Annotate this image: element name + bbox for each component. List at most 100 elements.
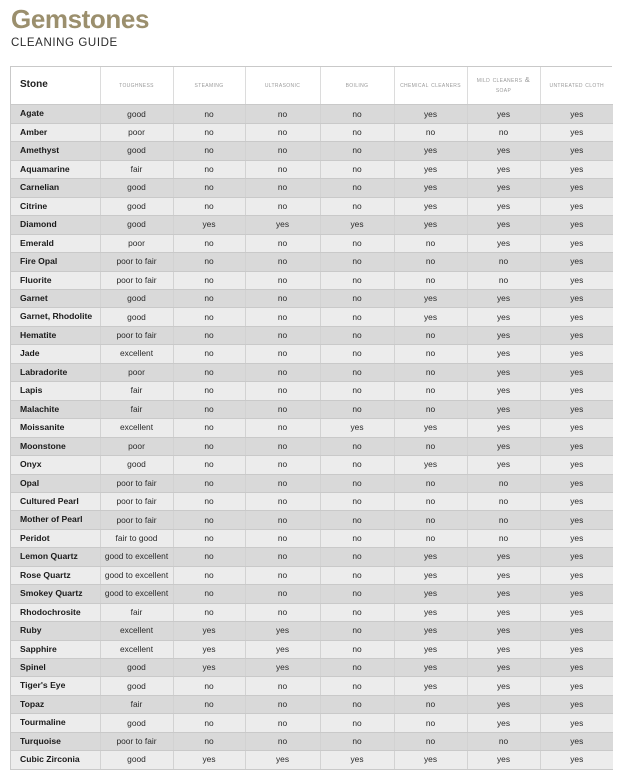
column-header-toughness[interactable]: Toughness <box>100 66 174 106</box>
column-header-boiling[interactable]: Boiling <box>320 66 395 106</box>
stone-name-cell: Lemon Quartz <box>11 547 101 567</box>
table-row: Spinel good yes yes no yes yes yes <box>11 658 613 678</box>
column-header-ultrasonic[interactable]: Ultrasonic <box>245 66 321 106</box>
column-header-steaming[interactable]: Steaming <box>173 66 246 106</box>
cleaning-method-cell: poor to fair <box>100 510 174 530</box>
cleaning-method-cell: yes <box>467 603 541 623</box>
stone-name-cell: Diamond <box>11 215 101 235</box>
column-header-mild-cleaners-soap[interactable]: Mild Cleaners & Soap <box>467 66 541 106</box>
stone-name-cell: Jade <box>11 344 101 364</box>
stone-name-cell: Hematite <box>11 326 101 346</box>
stone-name-cell: Aquamarine <box>11 160 101 180</box>
cleaning-method-cell: yes <box>540 215 613 235</box>
cleaning-method-cell: yes <box>540 400 613 420</box>
cleaning-method-cell: no <box>320 547 395 567</box>
cleaning-method-cell: no <box>320 437 395 457</box>
table-row: Fluorite poor to fair no no no no no yes <box>11 271 613 290</box>
cleaning-method-cell: no <box>320 178 395 198</box>
table-row: Aquamarine fair no no no yes yes yes <box>11 160 613 180</box>
cleaning-method-cell: no <box>173 418 246 438</box>
cleaning-method-cell: no <box>245 344 321 364</box>
cleaning-method-cell: no <box>245 418 321 438</box>
cleaning-method-cell: yes <box>394 603 468 623</box>
table-header: Stone Toughness Steaming Ultrasonic Boiling C… <box>11 66 613 106</box>
cleaning-method-cell: no <box>245 289 321 309</box>
stone-name-cell: Citrine <box>11 197 101 217</box>
cleaning-method-cell: no <box>320 363 395 383</box>
cleaning-method-cell: no <box>320 510 395 530</box>
cleaning-method-cell: no <box>394 234 468 254</box>
cleaning-method-cell: yes <box>540 695 613 715</box>
cleaning-method-cell: no <box>320 455 395 475</box>
cleaning-method-cell: no <box>245 437 321 457</box>
cleaning-method-cell: good <box>100 307 174 327</box>
cleaning-method-cell: yes <box>467 418 541 438</box>
cleaning-method-cell: no <box>320 492 395 512</box>
cleaning-method-cell: no <box>394 326 468 346</box>
cleaning-method-cell: yes <box>467 289 541 309</box>
cleaning-method-cell: no <box>245 234 321 254</box>
table-header-row: Stone Toughness Steaming Ultrasonic Boiling C… <box>11 66 613 106</box>
cleaning-method-cell: no <box>245 160 321 180</box>
stone-name-cell: Fire Opal <box>11 252 101 272</box>
cleaning-method-cell: yes <box>394 621 468 641</box>
cleaning-method-cell: yes <box>245 658 321 678</box>
table-row: Lemon Quartz good to excellent no no no yes ye… <box>11 547 613 567</box>
cleaning-method-cell: no <box>245 455 321 475</box>
cleaning-method-cell: no <box>173 363 246 383</box>
cleaning-method-cell: poor <box>100 437 174 457</box>
cleaning-method-cell: no <box>173 307 246 327</box>
column-header-untreated-cloth[interactable]: Untreated Cloth <box>540 66 613 106</box>
cleaning-method-cell: yes <box>540 141 613 161</box>
cleaning-method-cell: poor to fair <box>100 271 174 290</box>
cleaning-method-cell: no <box>245 141 321 161</box>
cleaning-method-cell: yes <box>467 658 541 678</box>
column-header-stone[interactable]: Stone <box>11 66 101 106</box>
cleaning-method-cell: no <box>320 197 395 217</box>
cleaning-method-cell: yes <box>540 584 613 604</box>
cleaning-method-cell: poor <box>100 363 174 383</box>
cleaning-method-cell: yes <box>540 326 613 346</box>
cleaning-method-cell: yes <box>394 566 468 586</box>
stone-name-cell: Ruby <box>11 621 101 641</box>
cleaning-method-cell: no <box>320 658 395 678</box>
cleaning-method-cell: no <box>245 123 321 143</box>
cleaning-method-cell: no <box>320 676 395 696</box>
cleaning-method-cell: no <box>245 474 321 493</box>
stone-name-cell: Carnelian <box>11 178 101 198</box>
cleaning-method-cell: yes <box>467 676 541 696</box>
cleaning-method-cell: yes <box>173 640 246 660</box>
cleaning-method-cell: no <box>320 104 395 124</box>
cleaning-method-cell: yes <box>467 695 541 715</box>
stone-name-cell: Fluorite <box>11 271 101 290</box>
cleaning-method-cell: fair <box>100 381 174 401</box>
cleaning-method-cell: no <box>173 326 246 346</box>
cleaning-method-cell: yes <box>173 750 246 770</box>
stone-name-cell: Labradorite <box>11 363 101 383</box>
cleaning-method-cell: good <box>100 750 174 770</box>
cleaning-method-cell: no <box>320 252 395 272</box>
cleaning-method-cell: yes <box>540 750 613 770</box>
cleaning-method-cell: no <box>245 307 321 327</box>
cleaning-method-cell: yes <box>394 307 468 327</box>
stone-name-cell: Garnet, Rhodolite <box>11 307 101 327</box>
cleaning-method-cell: yes <box>394 160 468 180</box>
cleaning-method-cell: no <box>320 732 395 752</box>
cleaning-method-cell: yes <box>394 197 468 217</box>
cleaning-method-cell: no <box>394 732 468 752</box>
cleaning-method-cell: yes <box>467 547 541 567</box>
cleaning-method-cell: yes <box>467 640 541 660</box>
cleaning-method-cell: yes <box>467 381 541 401</box>
cleaning-method-cell: yes <box>540 732 613 752</box>
table-row: Sapphire excellent yes yes no yes yes yes <box>11 640 613 660</box>
cleaning-method-cell: yes <box>467 750 541 770</box>
cleaning-method-cell: yes <box>540 344 613 364</box>
column-header-chemical-cleaners[interactable]: Chemical Cleaners <box>394 66 468 106</box>
cleaning-method-cell: good to excellent <box>100 566 174 586</box>
table-row: Turquoise poor to fair no no no no no yes <box>11 732 613 752</box>
cleaning-method-cell: yes <box>394 658 468 678</box>
cleaning-method-cell: no <box>173 455 246 475</box>
gemstone-cleaning-guide-page: Gemstones CLEANING GUIDE Stone Toughness S… <box>10 5 613 770</box>
cleaning-method-cell: yes <box>173 215 246 235</box>
table-row: Cubic Zirconia good yes yes yes yes yes yes <box>11 750 613 770</box>
